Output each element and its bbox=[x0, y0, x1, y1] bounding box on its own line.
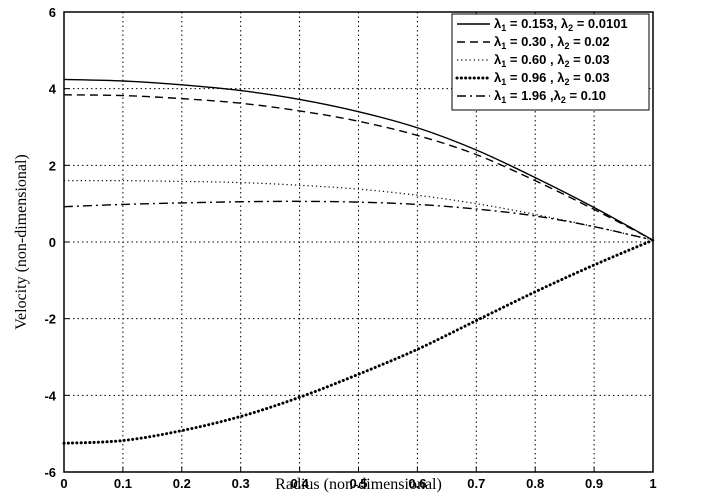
legend-box bbox=[451, 13, 650, 111]
y-tick-label: 6 bbox=[49, 5, 56, 20]
x-tick-label: 0.5 bbox=[349, 476, 367, 491]
y-tick-label: 0 bbox=[49, 235, 56, 250]
series-line-2 bbox=[63, 94, 654, 241]
y-tick-label: 2 bbox=[49, 158, 56, 173]
x-tick-label: 0.6 bbox=[408, 476, 426, 491]
x-tick-label: 0.3 bbox=[232, 476, 250, 491]
legend-entry-1: λ1 = 0.153, λ2 = 0.0101 bbox=[494, 16, 628, 33]
series-line-1 bbox=[63, 78, 654, 241]
series-lines bbox=[62, 78, 655, 445]
series-line-4 bbox=[62, 238, 655, 445]
y-tick-label: -2 bbox=[44, 312, 56, 327]
x-tick-label: 0 bbox=[60, 476, 67, 491]
x-tick-label: 0.7 bbox=[467, 476, 485, 491]
x-tick-label: 0.2 bbox=[173, 476, 191, 491]
x-tick-label: 0.4 bbox=[291, 476, 310, 491]
y-tick-label: -6 bbox=[44, 465, 56, 480]
x-tick-label: 0.1 bbox=[114, 476, 132, 491]
plot-frame bbox=[63, 11, 654, 473]
x-axis-label: Radius (non-dimensional) bbox=[275, 476, 442, 493]
legend-entry-5: λ1 = 1.96 ,λ2 = 0.10 bbox=[494, 88, 606, 105]
legend-entry-2: λ1 = 0.30 , λ2 = 0.02 bbox=[494, 34, 610, 51]
legend-entry-4: λ1 = 0.96 , λ2 = 0.03 bbox=[494, 70, 610, 87]
series-line-3 bbox=[63, 180, 654, 241]
legend-entry-3: λ1 = 0.60 , λ2 = 0.03 bbox=[494, 52, 610, 69]
y-tick-label: 4 bbox=[49, 82, 57, 97]
x-tick-label: 1 bbox=[649, 476, 656, 491]
x-tick-label: 0.8 bbox=[526, 476, 544, 491]
y-axis-label: Velocity (non-dimensional) bbox=[13, 154, 30, 330]
y-tick-label: -4 bbox=[44, 388, 56, 403]
x-tick-label: 0.9 bbox=[585, 476, 603, 491]
tick-labels: 0 0.1 0.2 0.3 0.4 0.5 0.6 0.7 0.8 0.9 1 6 4 2 0 -2 -4 -6 bbox=[44, 5, 656, 491]
series-line-5 bbox=[63, 200, 654, 241]
